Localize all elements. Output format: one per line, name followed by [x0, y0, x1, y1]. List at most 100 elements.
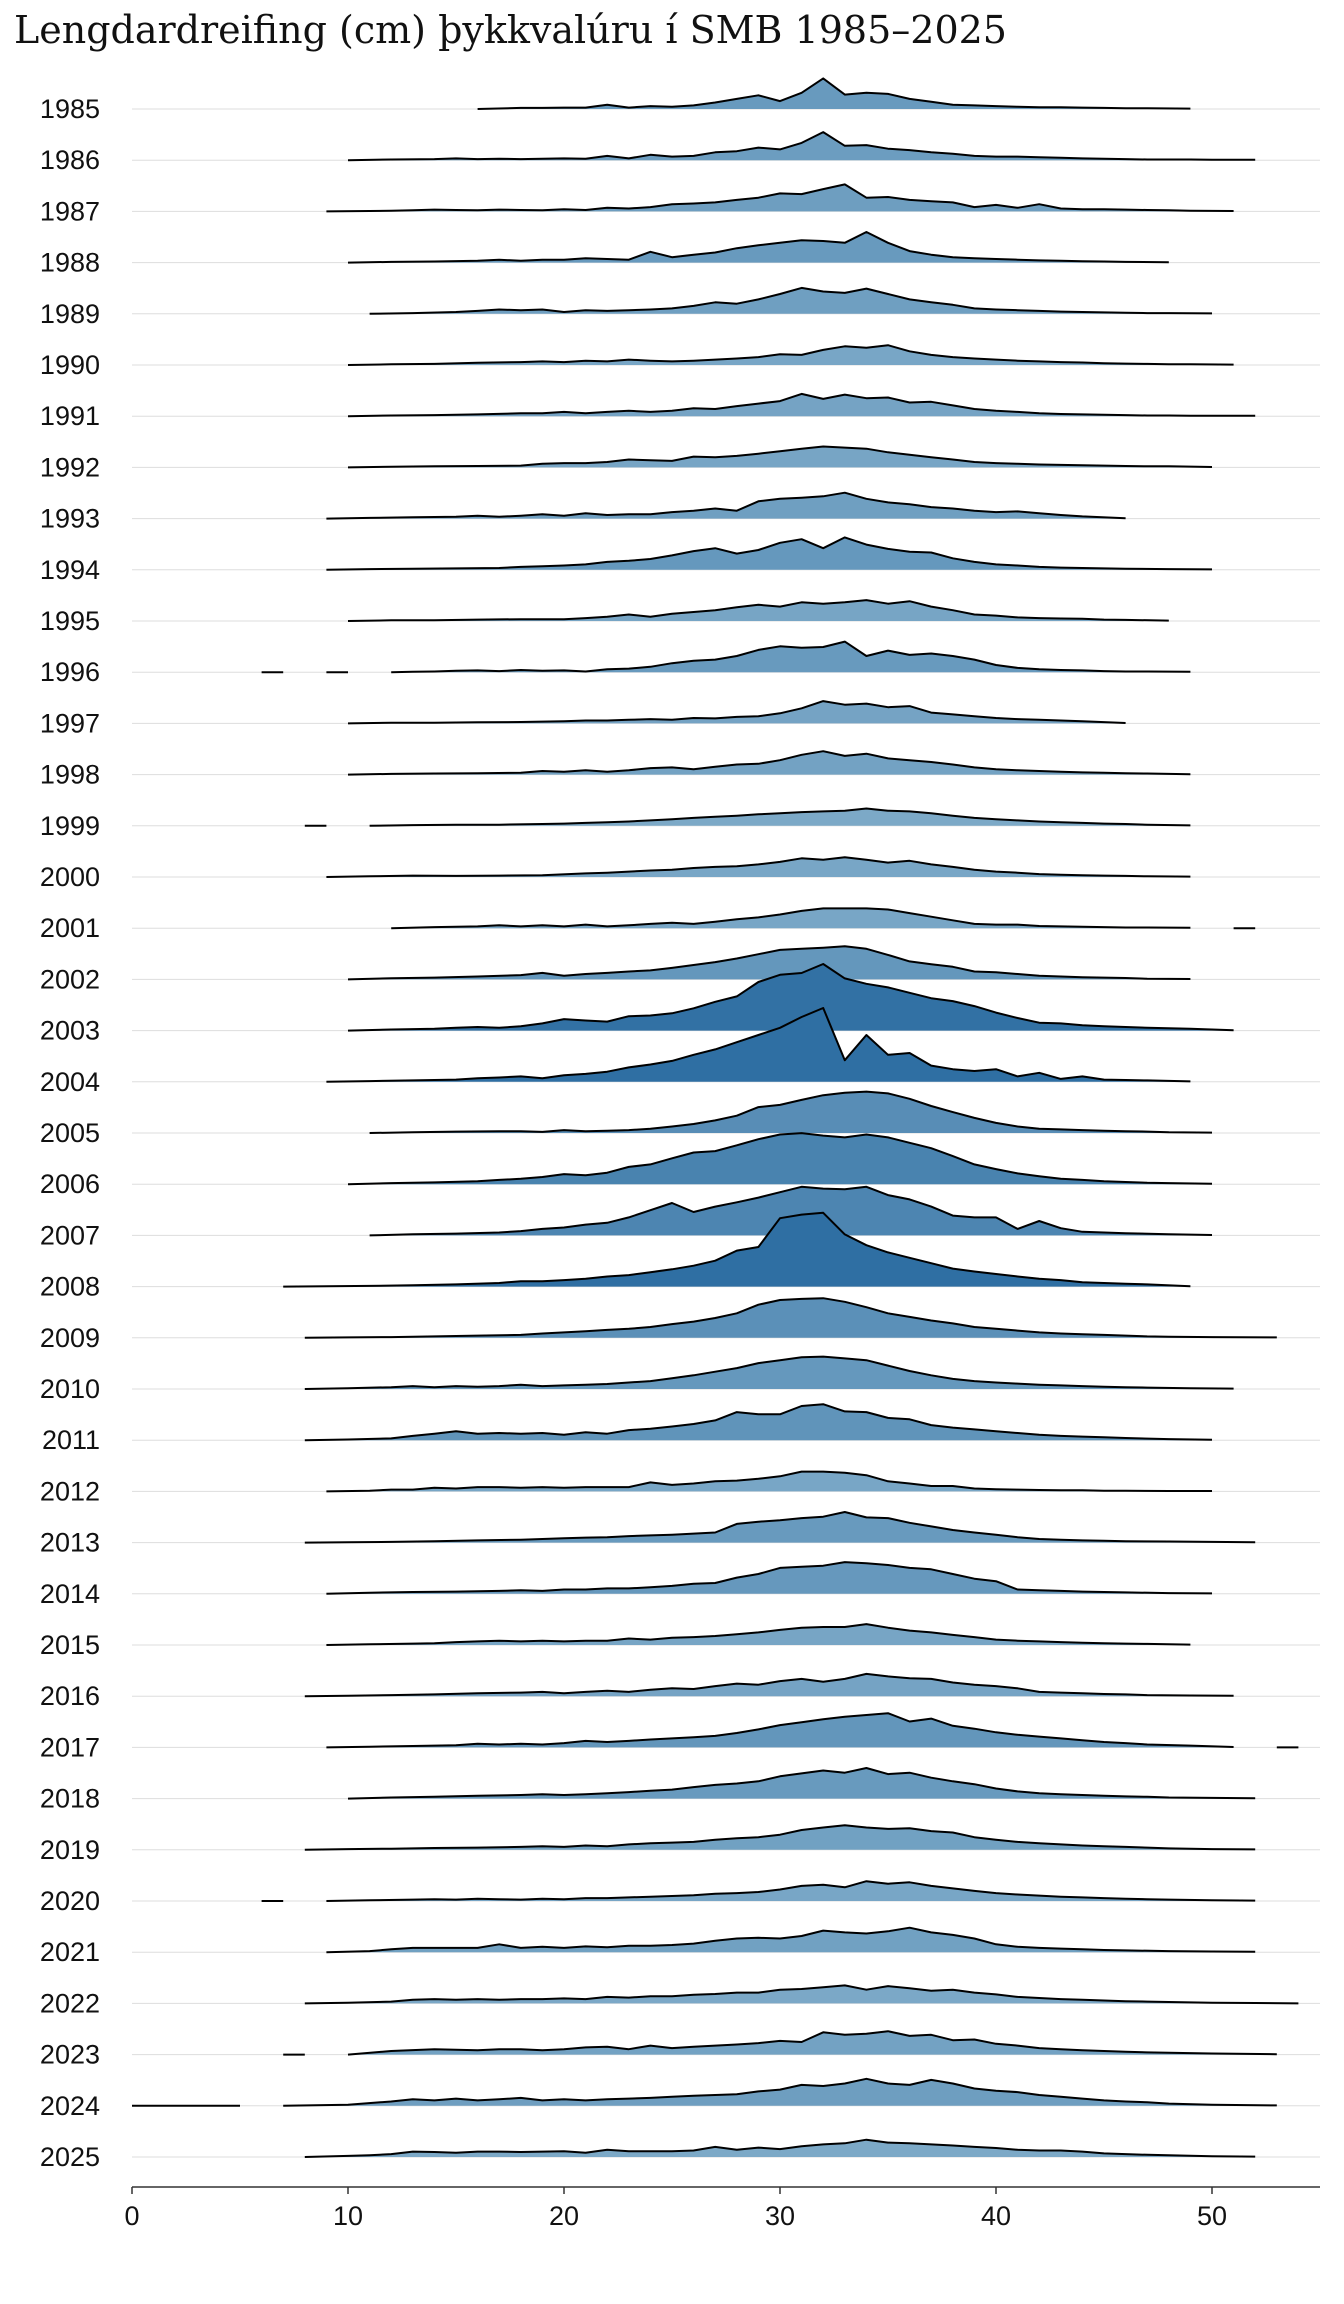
ridge-line-1986	[347, 131, 1256, 162]
ridge-area-2019	[304, 1825, 1256, 1850]
ridge-area-1993	[326, 492, 1126, 519]
ridge-area-2013	[304, 1512, 1256, 1543]
ridge-line-2024	[283, 2077, 1277, 2107]
ridge-line-2019	[304, 1824, 1256, 1851]
year-label-2012: 2012	[40, 1476, 100, 1506]
ridge-line-1988	[347, 231, 1169, 264]
year-label-2016: 2016	[40, 1681, 100, 1711]
year-label-2000: 2000	[40, 862, 100, 892]
ridge-area-2011	[304, 1404, 1212, 1441]
ridge-area-1997	[348, 701, 1126, 724]
ridge-line-2005	[369, 1090, 1213, 1134]
year-label-2020: 2020	[40, 1886, 100, 1916]
year-label-2006: 2006	[40, 1169, 100, 1199]
ridge-area-2020	[326, 1881, 1256, 1901]
year-label-2023: 2023	[40, 2040, 100, 2070]
ridge-area-1989	[369, 287, 1213, 314]
year-label-2019: 2019	[40, 1835, 100, 1865]
year-label-1992: 1992	[40, 452, 100, 482]
ridge-area-2006	[348, 1133, 1212, 1185]
ridge-line-2001	[391, 907, 1191, 930]
ridge-line-2004	[326, 1007, 1191, 1083]
year-label-1987: 1987	[40, 196, 100, 226]
ridge-line-2002	[347, 945, 1191, 981]
ridge-area-2014	[326, 1562, 1212, 1594]
x-tick-label-20: 20	[549, 2201, 579, 2231]
ridge-line-1987	[326, 183, 1234, 213]
year-label-2021: 2021	[40, 1937, 100, 1967]
ridge-line-1992	[347, 445, 1213, 469]
x-tick-label-10: 10	[333, 2201, 363, 2231]
year-label-2022: 2022	[40, 1988, 100, 2018]
ridge-line-1998	[347, 750, 1191, 776]
ridge-line-2011	[304, 1403, 1213, 1442]
ridge-line-2020	[326, 1880, 1256, 1902]
ridge-area-2017	[326, 1713, 1234, 1748]
year-label-2024: 2024	[40, 2091, 100, 2121]
ridges	[132, 77, 1299, 2158]
year-label-2007: 2007	[40, 1220, 100, 1250]
ridge-line-2012	[326, 1470, 1212, 1493]
ridge-area-1995	[348, 600, 1169, 621]
ridge-line-2017	[326, 1712, 1234, 1749]
ridge-line-1985	[477, 77, 1191, 110]
ridge-area-2004	[326, 1008, 1191, 1082]
ridge-line-2006	[347, 1132, 1213, 1186]
ridge-line-2010	[304, 1355, 1234, 1390]
ridge-line-2023	[347, 2030, 1277, 2056]
year-label-2003: 2003	[40, 1016, 100, 1046]
ridge-area-2002	[348, 946, 1191, 980]
ridge-line-2014	[326, 1561, 1213, 1595]
ridge-area-1999	[369, 808, 1191, 826]
year-label-1985: 1985	[40, 94, 100, 124]
year-label-2008: 2008	[40, 1272, 100, 1302]
ridge-area-2012	[326, 1471, 1212, 1492]
ridge-line-2000	[326, 856, 1191, 878]
x-tick-label-50: 50	[1197, 2201, 1227, 2231]
ridge-area-1991	[348, 393, 1256, 417]
ridge-area-2016	[304, 1673, 1234, 1697]
ridge-area-2024	[283, 2078, 1277, 2106]
year-label-2013: 2013	[40, 1528, 100, 1558]
ridge-line-2021	[326, 1926, 1256, 1954]
ridge-area-2005	[369, 1091, 1213, 1133]
ridge-line-2016	[304, 1672, 1234, 1698]
ridge-line-2015	[326, 1623, 1191, 1646]
year-label-1995: 1995	[40, 606, 100, 636]
ridge-line-2022	[304, 1984, 1299, 2005]
ridge-line-1993	[326, 491, 1126, 520]
ridge-line-2013	[304, 1511, 1256, 1544]
year-label-2010: 2010	[40, 1374, 100, 1404]
ridge-area-2007	[369, 1186, 1213, 1236]
ridge-line-1999	[369, 807, 1191, 827]
ridge-area-1988	[348, 232, 1169, 263]
x-tick-label-0: 0	[124, 2201, 139, 2231]
year-label-2025: 2025	[40, 2142, 100, 2172]
ridge-line-2003	[347, 963, 1234, 1032]
ridge-line-1994	[326, 536, 1213, 571]
x-tick-label-30: 30	[765, 2201, 795, 2231]
ridge-area-2008	[283, 1212, 1191, 1287]
ridge-line-1990	[347, 344, 1234, 366]
ridge-line-1989	[369, 286, 1213, 315]
ridge-line-2007	[369, 1185, 1213, 1237]
ridge-line-1996	[391, 640, 1191, 674]
ridge-line-2025	[304, 2138, 1256, 2158]
year-label-2015: 2015	[40, 1630, 100, 1660]
x-tick-label-40: 40	[981, 2201, 1011, 2231]
year-label-1996: 1996	[40, 657, 100, 687]
year-label-2017: 2017	[40, 1732, 100, 1762]
year-label-1988: 1988	[40, 248, 100, 278]
x-axis: 0 10 20 30 40 50	[124, 2186, 1320, 2231]
ridge-line-2018	[347, 1767, 1256, 1800]
ridge-area-2010	[304, 1356, 1234, 1389]
ridge-area-2018	[348, 1768, 1256, 1799]
ridge-area-1985	[477, 78, 1191, 109]
ridge-line-2008	[283, 1211, 1191, 1288]
year-label-1999: 1999	[40, 811, 100, 841]
ridge-area-2000	[326, 857, 1191, 877]
year-label-2005: 2005	[40, 1118, 100, 1148]
year-label-1997: 1997	[40, 708, 100, 738]
year-label-1994: 1994	[40, 555, 100, 585]
ridge-area-2001	[391, 908, 1191, 929]
